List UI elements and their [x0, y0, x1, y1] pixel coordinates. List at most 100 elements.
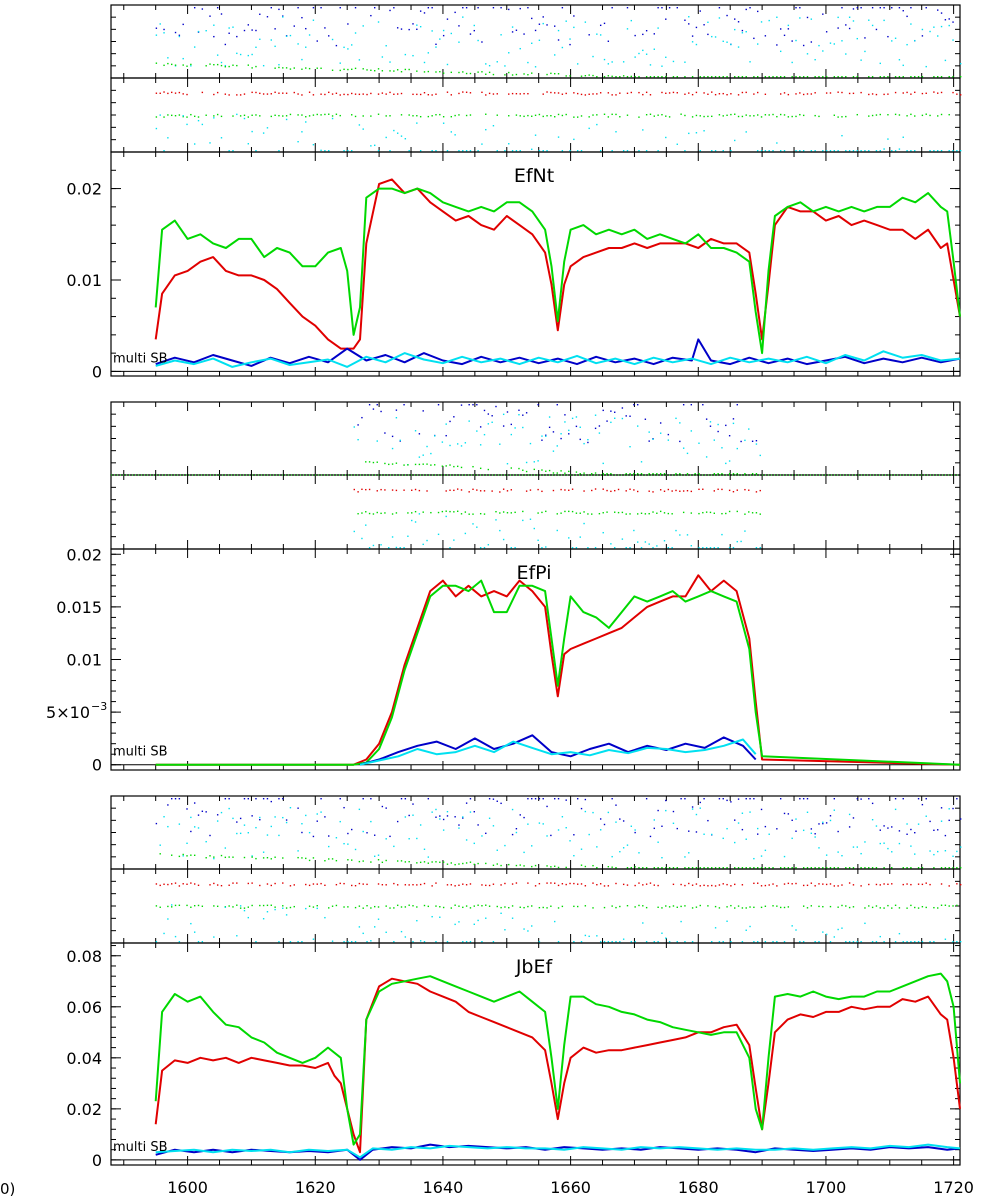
- scatter-point: [814, 836, 816, 838]
- scatter-point: [373, 7, 376, 9]
- scatter-point: [783, 941, 786, 943]
- scatter-point: [732, 490, 735, 493]
- scatter-point: [358, 882, 361, 885]
- scatter-point: [718, 798, 721, 800]
- scatter-point: [725, 462, 727, 465]
- scatter-point: [661, 113, 663, 116]
- scatter-point: [684, 798, 686, 800]
- scatter-point: [841, 927, 843, 929]
- scatter-point: [596, 93, 598, 95]
- scatter-point: [607, 885, 610, 887]
- scatter-point: [504, 74, 506, 76]
- scatter-point: [389, 150, 391, 152]
- scatter-point: [328, 835, 330, 837]
- scatter-point: [707, 76, 709, 78]
- scatter-point: [255, 857, 257, 860]
- scatter-point: [580, 807, 583, 810]
- scatter-point: [906, 15, 908, 18]
- scatter-point: [523, 73, 525, 75]
- scatter-point: [564, 472, 566, 474]
- scatter-point: [814, 92, 816, 94]
- scatter-point: [377, 68, 380, 70]
- scatter-point: [887, 114, 889, 116]
- scatter-point: [481, 884, 483, 886]
- scatter-point: [362, 907, 364, 909]
- scatter-point: [251, 114, 253, 116]
- scatter-point: [351, 150, 353, 152]
- scatter-point: [483, 547, 486, 549]
- scatter-point: [684, 867, 686, 869]
- scatter-point: [745, 31, 747, 33]
- scatter-point: [347, 93, 349, 96]
- scatter-point: [663, 540, 666, 542]
- scatter-point: [449, 444, 451, 447]
- scatter-point: [615, 804, 617, 806]
- scatter-point: [879, 113, 881, 116]
- scatter-point: [698, 488, 700, 491]
- scatter-point: [638, 116, 640, 118]
- scatter-point: [644, 418, 647, 420]
- scatter-point: [791, 925, 793, 927]
- scatter-point: [197, 814, 200, 816]
- scatter-point: [541, 469, 543, 471]
- scatter-point: [638, 882, 640, 884]
- scatter-point: [852, 76, 855, 78]
- scatter-point: [404, 798, 407, 800]
- scatter-point: [232, 64, 234, 66]
- scatter-point: [441, 510, 444, 513]
- scatter-point: [361, 488, 363, 491]
- scatter-point: [396, 27, 399, 29]
- scatter-point: [247, 116, 250, 118]
- scatter-point: [251, 67, 253, 69]
- scatter-point: [791, 867, 793, 869]
- scatter-point: [465, 7, 468, 9]
- scatter-point: [667, 488, 670, 491]
- scatter-point: [760, 116, 763, 118]
- scatter-point: [691, 116, 694, 118]
- scatter-point: [875, 28, 878, 31]
- scatter-point: [247, 24, 250, 26]
- scatter-point: [365, 488, 367, 491]
- scatter-point: [726, 827, 728, 830]
- scatter-point: [255, 91, 257, 94]
- scatter-point: [400, 92, 403, 95]
- scatter-point: [500, 912, 502, 914]
- scatter-point: [615, 867, 617, 869]
- scatter-point: [427, 7, 430, 9]
- scatter-point: [395, 462, 398, 464]
- scatter-point: [661, 91, 663, 94]
- scatter-point: [508, 143, 510, 145]
- scatter-point: [603, 823, 606, 826]
- scatter-point: [645, 867, 648, 869]
- scatter-point: [649, 113, 652, 115]
- scatter-point: [533, 527, 535, 530]
- scatter-point: [795, 867, 797, 869]
- series-line-red: [154, 178, 961, 350]
- scatter-point: [711, 150, 713, 152]
- scatter-point: [732, 547, 735, 549]
- scatter-point: [510, 547, 513, 549]
- scatter-point: [439, 113, 441, 116]
- scatter-point: [569, 840, 571, 842]
- scatter-point: [929, 941, 931, 943]
- scatter-point: [439, 38, 441, 40]
- scatter-point: [159, 853, 161, 855]
- scatter-point: [393, 93, 395, 95]
- scatter-point: [825, 822, 828, 824]
- scatter-point: [411, 519, 413, 522]
- scatter-point: [473, 24, 475, 27]
- scatter-point: [653, 33, 655, 35]
- scatter-point: [810, 905, 813, 907]
- scatter-point: [925, 798, 927, 800]
- scatter-point: [163, 150, 165, 152]
- scatter-point: [841, 904, 843, 907]
- scatter-point: [952, 941, 954, 943]
- scatter-point: [779, 113, 782, 116]
- scatter-point: [454, 134, 456, 136]
- scatter-point: [879, 907, 881, 909]
- scatter-point: [883, 941, 885, 943]
- scatter-point: [301, 831, 303, 834]
- scatter-point: [531, 115, 533, 117]
- scatter-point: [833, 798, 836, 800]
- scatter-point: [583, 490, 585, 492]
